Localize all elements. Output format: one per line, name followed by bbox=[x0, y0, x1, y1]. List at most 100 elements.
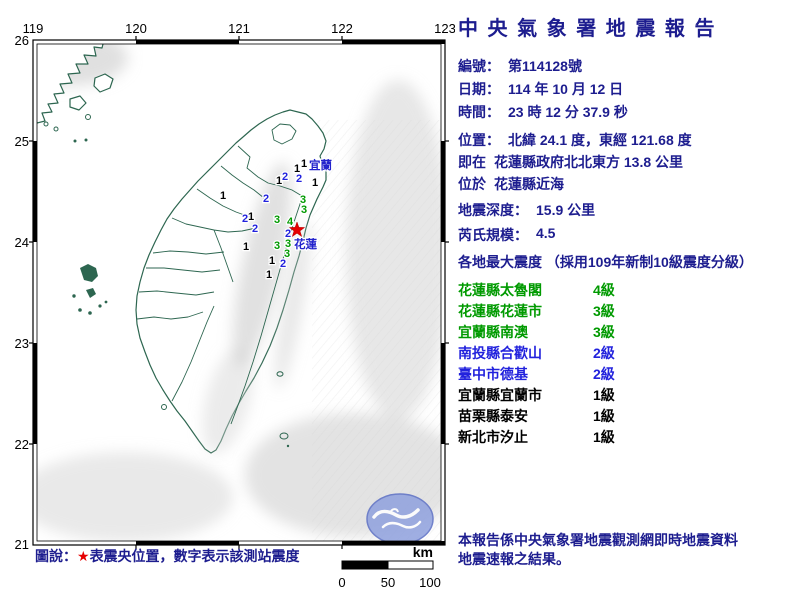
intensity-location: 臺中市德基 bbox=[458, 366, 528, 382]
field-value: 第114128號 bbox=[508, 58, 582, 74]
intensity-location: 苗栗縣泰安 bbox=[458, 408, 528, 424]
station-intensity: 1 bbox=[266, 269, 272, 281]
station-intensity: 1 bbox=[301, 158, 307, 170]
cwa-logo-watermark bbox=[366, 493, 434, 541]
matsu-islet-2 bbox=[84, 138, 88, 142]
station-intensity: 3 bbox=[274, 214, 280, 226]
field-label: 地震深度： bbox=[458, 202, 528, 218]
y-tick-label: 24 bbox=[15, 235, 29, 250]
county-borders bbox=[136, 123, 303, 425]
field-value: 4.5 bbox=[536, 225, 556, 241]
mountain-relief-shading bbox=[202, 162, 311, 454]
station-intensity: 2 bbox=[296, 173, 302, 185]
station-intensity-numbers: 1 1 2 1 1 2 1 2 3 3 1 2 2 3 4 2 3 3 3 1 bbox=[219, 157, 320, 283]
field-value: 北緯 24.1 度，東經 121.68 度 bbox=[508, 132, 692, 148]
china-island-1 bbox=[93, 73, 114, 93]
field-label: 時間： bbox=[458, 104, 500, 120]
page-title: 中 央 氣 象 署 地 震 報 告 bbox=[458, 18, 717, 40]
intensity-level: 1級 bbox=[593, 408, 615, 424]
footer-note-line: 本報告係中央氣象署地震觀測網即時地震資料 bbox=[458, 532, 738, 548]
green-island bbox=[276, 371, 284, 377]
intensity-location: 南投縣合歡山 bbox=[458, 345, 542, 361]
station-intensity: 3 bbox=[284, 248, 290, 260]
field-value: 花蓮縣政府北北東方 13.8 公里 bbox=[494, 154, 684, 170]
map-frame bbox=[29, 36, 449, 549]
field-label: 編號： bbox=[458, 58, 500, 74]
epicenter-star bbox=[288, 221, 306, 238]
report-field-time: 時間： 23 時 12 分 37.9 秒 bbox=[458, 102, 628, 122]
field-label: 位置： bbox=[458, 132, 500, 148]
intensity-level: 3級 bbox=[593, 324, 615, 340]
china-island-2 bbox=[69, 95, 87, 111]
station-intensity: 1 bbox=[276, 175, 282, 187]
station-intensity: 2 bbox=[282, 171, 288, 183]
intensity-location: 宜蘭縣宜蘭市 bbox=[458, 387, 542, 403]
field-label: 芮氏規模： bbox=[458, 227, 528, 243]
station-intensity: 2 bbox=[242, 213, 248, 225]
latitude-axis-labels: 26 25 24 23 22 21 bbox=[15, 33, 29, 552]
intensity-level: 1級 bbox=[593, 429, 615, 445]
y-tick-label: 23 bbox=[15, 336, 29, 351]
report-field-number: 編號： 第114128號 bbox=[458, 56, 582, 76]
station-intensity: 1 bbox=[220, 190, 226, 202]
intensity-row: 花蓮縣花蓮市 3級 bbox=[458, 301, 615, 321]
scale-tick-label: 50 bbox=[381, 575, 395, 590]
station-intensity: 2 bbox=[263, 193, 269, 205]
intensity-row: 新北市汐止 1級 bbox=[458, 427, 615, 447]
station-intensity: 2 bbox=[280, 258, 286, 270]
field-label: 日期： bbox=[458, 81, 500, 97]
station-intensity: 3 bbox=[285, 238, 291, 250]
intensity-level: 1級 bbox=[593, 387, 615, 403]
intensity-row: 南投縣合歡山 2級 bbox=[458, 343, 615, 363]
x-tick-label: 122 bbox=[331, 21, 353, 36]
y-tick-label: 22 bbox=[15, 437, 29, 452]
longitude-axis-labels: 119 120 121 122 123 bbox=[23, 21, 455, 36]
x-tick-label: 121 bbox=[228, 21, 250, 36]
heading-title: 各地最大震度 bbox=[458, 254, 542, 270]
china-islet-1 bbox=[43, 121, 49, 127]
intensity-row: 宜蘭縣宜蘭市 1級 bbox=[458, 385, 615, 405]
station-intensity: 1 bbox=[294, 163, 300, 175]
legend-prefix: 圖說： bbox=[35, 548, 77, 564]
intensity-level: 2級 bbox=[593, 345, 615, 361]
y-tick-label: 25 bbox=[15, 134, 29, 149]
map-canvas: 1 1 2 1 1 2 1 2 3 3 1 2 2 3 4 2 3 3 3 1 bbox=[37, 44, 441, 541]
intensity-location: 花蓮縣太魯閣 bbox=[458, 282, 542, 298]
report-field-area: 位於 花蓮縣近海 bbox=[458, 174, 564, 194]
heading-note: （採用109年新制10級震度分級） bbox=[545, 254, 753, 270]
degree-ticks bbox=[29, 36, 449, 549]
penghu-islands bbox=[72, 264, 108, 315]
x-tick-label: 120 bbox=[125, 21, 147, 36]
orchid-island bbox=[279, 432, 289, 440]
map-scale-bar: km 0 50 100 bbox=[338, 544, 440, 590]
field-value: 23 時 12 分 37.9 秒 bbox=[508, 104, 628, 120]
intensity-level: 3級 bbox=[593, 303, 615, 319]
footer-note: 本報告係中央氣象署地震觀測網即時地震資料 地震速報之結果。 bbox=[458, 531, 738, 569]
matsu-islet-1 bbox=[73, 139, 77, 143]
intensity-row: 花蓮縣太魯閣 4級 bbox=[458, 280, 615, 300]
station-intensity: 1 bbox=[269, 255, 275, 267]
station-intensity: 2 bbox=[285, 228, 291, 240]
city-label-hualien: 花蓮 bbox=[294, 237, 317, 251]
scale-unit-label: km bbox=[413, 544, 433, 560]
field-value: 114 年 10 月 12 日 bbox=[508, 81, 624, 97]
intensity-level: 2級 bbox=[593, 366, 615, 382]
intensity-row: 宜蘭縣南澳 3級 bbox=[458, 322, 615, 342]
report-field-depth: 地震深度： 15.9 公里 bbox=[458, 200, 595, 220]
station-intensity: 4 bbox=[287, 216, 294, 228]
report-field-magnitude: 芮氏規模： 4.5 bbox=[458, 225, 555, 245]
station-intensity: 2 bbox=[252, 223, 258, 235]
field-label: 即在 bbox=[458, 154, 486, 170]
taiwan-intensity-map: 1 1 2 1 1 2 1 2 3 3 1 2 2 3 4 2 3 3 3 1 bbox=[15, 21, 455, 590]
station-intensity: 1 bbox=[312, 177, 318, 189]
x-tick-label: 123 bbox=[434, 21, 455, 36]
liuqiu-island bbox=[161, 404, 167, 410]
y-tick-label: 21 bbox=[15, 537, 29, 552]
intensity-row: 苗栗縣泰安 1級 bbox=[458, 406, 615, 426]
footer-note-line: 地震速報之結果。 bbox=[458, 551, 570, 567]
intensity-location: 新北市汐止 bbox=[458, 429, 528, 445]
report-field-location: 位置： 北緯 24.1 度，東經 121.68 度 bbox=[458, 130, 692, 150]
station-intensity: 3 bbox=[301, 204, 307, 216]
station-intensity: 3 bbox=[300, 194, 306, 206]
